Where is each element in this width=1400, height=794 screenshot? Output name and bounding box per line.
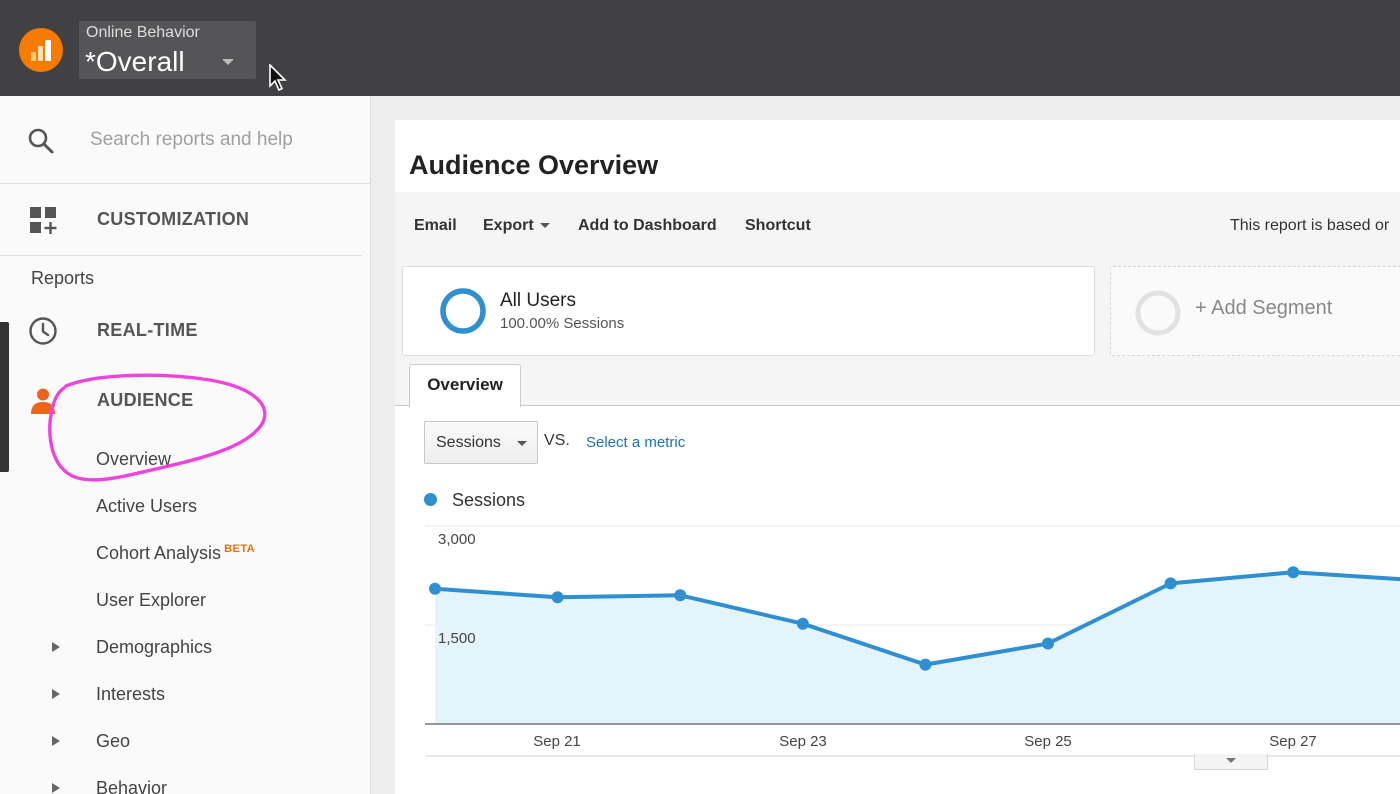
email-button[interactable]: Email: [414, 217, 457, 234]
sidebar-item-user-explorer[interactable]: User Explorer: [96, 590, 207, 610]
account-label: Online Behavior: [86, 24, 200, 41]
chevron-down-icon: [222, 59, 234, 65]
dashboard-grid-icon: [30, 207, 57, 234]
report-toolbar: Email Export Add to Dashboard Shortcut T…: [395, 192, 1400, 260]
sidebar-item-audience[interactable]: AUDIENCE: [97, 390, 194, 410]
data-point-sep-27[interactable]: [1287, 566, 1300, 579]
shortcut-button[interactable]: Shortcut: [745, 217, 811, 234]
export-button[interactable]: Export: [483, 217, 550, 235]
sidebar-item-overview[interactable]: Overview: [96, 449, 172, 469]
sidebar-item-geo[interactable]: Geo: [96, 731, 131, 751]
window-edge-handle: [0, 322, 9, 472]
chevron-down-icon: [517, 441, 527, 446]
sessions-chart: 3,000 1,500 Sep 21 Sep 23 Sep 25 Sep 27: [425, 525, 1400, 757]
sessions-area: [435, 572, 1400, 724]
mouse-pointer-icon: [269, 64, 287, 92]
annotation-circle: [48, 373, 267, 482]
search-row: [0, 96, 371, 184]
account-selector[interactable]: Online Behavior *Overall: [79, 21, 256, 79]
sidebar-item-interests[interactable]: Interests: [96, 684, 166, 704]
cohort-analysis-label: Cohort Analysis: [96, 543, 222, 563]
clock-icon: [29, 317, 57, 345]
sidebar-item-realtime[interactable]: REAL-TIME: [97, 320, 198, 340]
add-segment-label: + Add Segment: [1195, 297, 1333, 319]
empty-segment-ring-icon: [1135, 290, 1181, 336]
report-basis-note: This report is based or: [1230, 217, 1390, 234]
sidebar: CUSTOMIZATION Reports REAL-TIME AUDIENCE…: [0, 96, 371, 794]
data-point-sep-22[interactable]: [674, 589, 687, 602]
sidebar-item-active-users[interactable]: Active Users: [96, 496, 198, 516]
data-point-sep-21[interactable]: [551, 591, 564, 604]
reports-heading: Reports: [31, 268, 95, 288]
add-segment-button[interactable]: + Add Segment: [1110, 266, 1400, 356]
data-point-sep-23[interactable]: [796, 617, 809, 630]
search-input[interactable]: [90, 126, 350, 154]
metric-select-value: Sessions: [436, 434, 501, 451]
chart-legend-label: Sessions: [452, 490, 526, 510]
select-metric-link[interactable]: Select a metric: [586, 434, 686, 451]
expand-triangle-icon[interactable]: [52, 689, 60, 699]
tab-overview[interactable]: Overview: [409, 364, 521, 407]
person-icon: [31, 388, 55, 414]
page-title: Audience Overview: [409, 150, 659, 180]
chevron-down-icon: [1226, 758, 1236, 763]
segment-all-users[interactable]: All Users 100.00% Sessions: [402, 266, 1095, 356]
x-tick-label: Sep 25: [1024, 733, 1072, 750]
customization-label: CUSTOMIZATION: [97, 209, 250, 229]
chevron-down-icon: [539, 223, 550, 229]
metric-select[interactable]: Sessions: [424, 421, 538, 464]
sidebar-item-cohort-analysis[interactable]: Cohort Analysis BETA: [96, 543, 255, 564]
expand-triangle-icon[interactable]: [52, 783, 60, 793]
chart-expand-handle[interactable]: [1194, 754, 1268, 770]
sidebar-item-behavior[interactable]: Behavior: [96, 778, 168, 794]
beta-badge: BETA: [224, 543, 256, 555]
sidebar-item-customization[interactable]: CUSTOMIZATION: [0, 184, 362, 256]
legend-dot-icon: [424, 493, 437, 506]
y-tick-label: 1,500: [438, 630, 476, 647]
segment-name: All Users: [500, 290, 577, 311]
export-label: Export: [483, 217, 534, 234]
x-tick-label: Sep 21: [533, 733, 581, 750]
x-tick-label: Sep 27: [1269, 733, 1317, 750]
tabs-row: Overview: [395, 360, 1400, 407]
expand-triangle-icon[interactable]: [52, 736, 60, 746]
search-icon: [28, 128, 54, 154]
add-to-dashboard-button[interactable]: Add to Dashboard: [578, 217, 717, 234]
segments-bar: All Users 100.00% Sessions + Add Segment: [395, 260, 1400, 360]
segment-ring-icon: [440, 288, 486, 334]
data-point-sep-24[interactable]: [919, 658, 932, 671]
vs-label: VS.: [544, 432, 570, 449]
main-content: Audience Overview Email Export Add to Da…: [395, 120, 1400, 794]
view-name: *Overall: [85, 46, 185, 77]
data-point-sep-25[interactable]: [1042, 637, 1054, 650]
segment-detail: 100.00% Sessions: [500, 315, 625, 332]
top-bar: Online Behavior *Overall: [0, 0, 1400, 96]
analytics-logo-icon[interactable]: [19, 28, 63, 72]
data-point-sep-20[interactable]: [429, 582, 441, 595]
y-tick-label: 3,000: [438, 531, 476, 548]
x-tick-label: Sep 23: [779, 733, 827, 750]
sidebar-item-demographics[interactable]: Demographics: [96, 637, 213, 657]
data-point-sep-26[interactable]: [1164, 577, 1177, 590]
expand-triangle-icon[interactable]: [52, 642, 60, 652]
